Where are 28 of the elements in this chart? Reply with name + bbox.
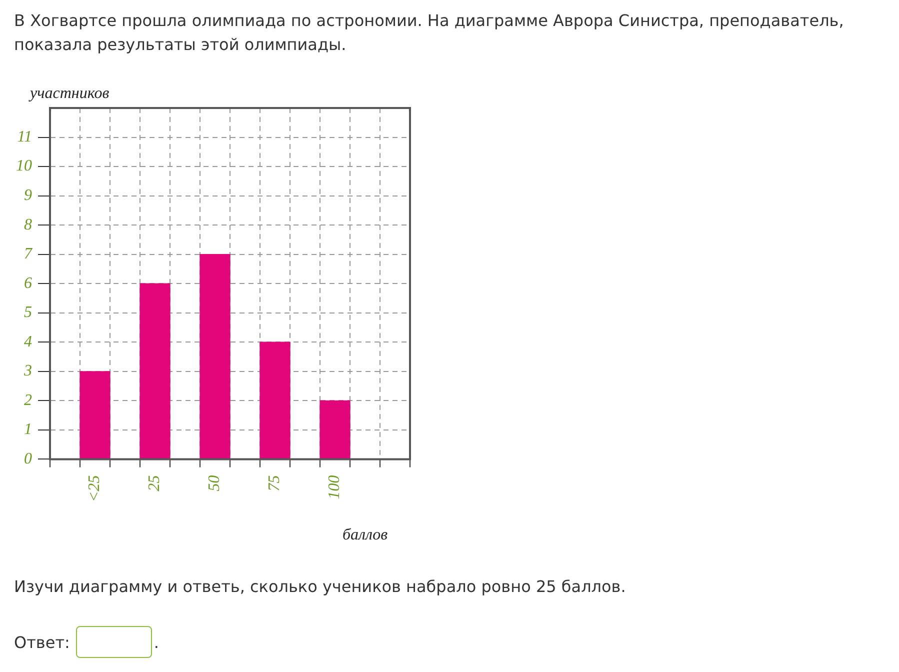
y-tick-label: 0 <box>24 450 32 468</box>
y-axis-title: участников <box>28 85 110 102</box>
y-tick-label: 10 <box>16 158 32 175</box>
x-tick-label: 50 <box>206 475 224 492</box>
y-tick-label: 4 <box>24 333 32 350</box>
y-tick-label: 11 <box>17 128 32 146</box>
x-tick-label: 75 <box>266 475 284 492</box>
bar <box>80 371 110 460</box>
y-tick-label: 3 <box>23 362 32 380</box>
x-tick-label: 25 <box>146 475 164 492</box>
y-tick-label: 8 <box>24 216 32 234</box>
y-tick-label: 1 <box>24 421 32 438</box>
x-tick-label: <25 <box>86 475 104 502</box>
bar <box>260 342 290 460</box>
y-tick-label: 5 <box>24 304 32 322</box>
x-tick-label: 100 <box>326 475 344 500</box>
text: Ответ: <box>14 632 70 652</box>
y-tick-label: 9 <box>24 187 32 204</box>
x-axis-title: баллов <box>342 526 388 544</box>
bar <box>320 400 350 460</box>
y-tick-label: 7 <box>24 246 33 263</box>
chart-title: В Хогвартсе прошла олимпиада по астрономии. На диаграмме Аврора Синистра, преподаватель, показала результаты этой олимпиады. <box>14 10 845 56</box>
text: Изучи диаграмму и ответь, сколько учеников набрало ровно 25 баллов. <box>14 577 626 596</box>
bar <box>140 283 170 460</box>
y-tick-label: 6 <box>24 274 32 292</box>
bar <box>200 254 230 460</box>
text: . <box>154 632 159 652</box>
y-tick-label: 2 <box>24 392 32 409</box>
